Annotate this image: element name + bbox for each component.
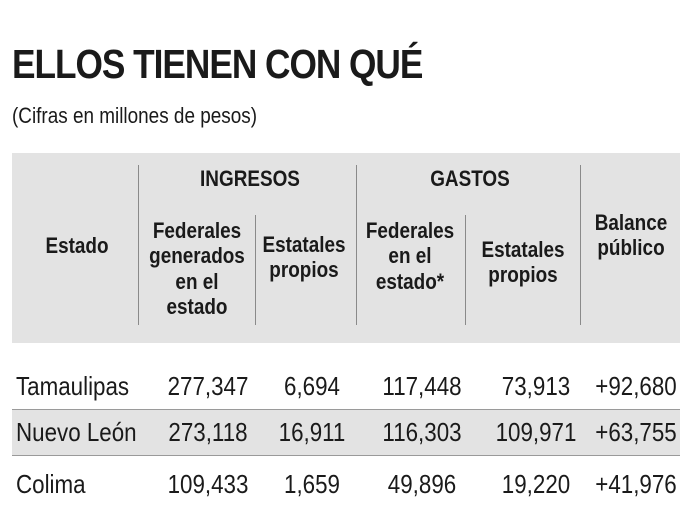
- cell-ingresos-federales: 273,118: [168, 417, 248, 447]
- header-gastos-federales: Federales en el estado*: [365, 218, 455, 294]
- cell-gastos-federales: 116,303: [382, 417, 462, 447]
- row-divider: [12, 409, 680, 410]
- cell-ingresos-estatales: 1,659: [284, 469, 340, 499]
- divider: [356, 165, 357, 325]
- table-header: [12, 153, 680, 343]
- page-title: ELLOS TIENEN CON QUÉ: [12, 41, 423, 87]
- cell-balance: +92,680: [595, 371, 677, 401]
- table-row: Colima 109,433 1,659 49,896 19,220 +41,9…: [12, 462, 680, 507]
- header-ingresos-federales: Federales generados en el estado: [149, 218, 245, 319]
- page-subtitle: (Cifras en millones de pesos): [12, 103, 258, 128]
- cell-estado: Colima: [16, 469, 86, 499]
- header-estado: Estado: [45, 233, 109, 258]
- cell-estado: Nuevo León: [16, 417, 137, 447]
- divider: [465, 215, 466, 325]
- divider: [255, 215, 256, 325]
- cell-balance: +41,976: [595, 469, 677, 499]
- cell-balance: +63,755: [595, 417, 677, 447]
- header-ingresos: INGRESOS: [200, 166, 300, 191]
- cell-ingresos-estatales: 16,911: [278, 417, 346, 447]
- cell-gastos-estatales: 73,913: [501, 371, 571, 401]
- divider: [580, 165, 581, 325]
- header-balance: Balance público: [594, 210, 668, 261]
- table-row: Nuevo León 273,118 16,911 116,303 109,97…: [12, 410, 680, 455]
- cell-gastos-estatales: 19,220: [501, 469, 571, 499]
- cell-gastos-estatales: 109,971: [495, 417, 577, 447]
- header-gastos: GASTOS: [430, 166, 510, 191]
- row-divider: [12, 455, 680, 456]
- table-row: Tamaulipas 277,347 6,694 117,448 73,913 …: [12, 364, 680, 409]
- cell-ingresos-federales: 109,433: [167, 469, 249, 499]
- divider: [138, 165, 139, 325]
- cell-ingresos-estatales: 6,694: [284, 371, 340, 401]
- cell-gastos-federales: 117,448: [382, 371, 462, 401]
- cell-ingresos-federales: 277,347: [167, 371, 249, 401]
- header-ingresos-estatales: Estatales propios: [262, 232, 346, 283]
- header-gastos-estatales: Estatales propios: [481, 237, 565, 288]
- cell-estado: Tamaulipas: [16, 371, 130, 401]
- cell-gastos-federales: 49,896: [387, 469, 457, 499]
